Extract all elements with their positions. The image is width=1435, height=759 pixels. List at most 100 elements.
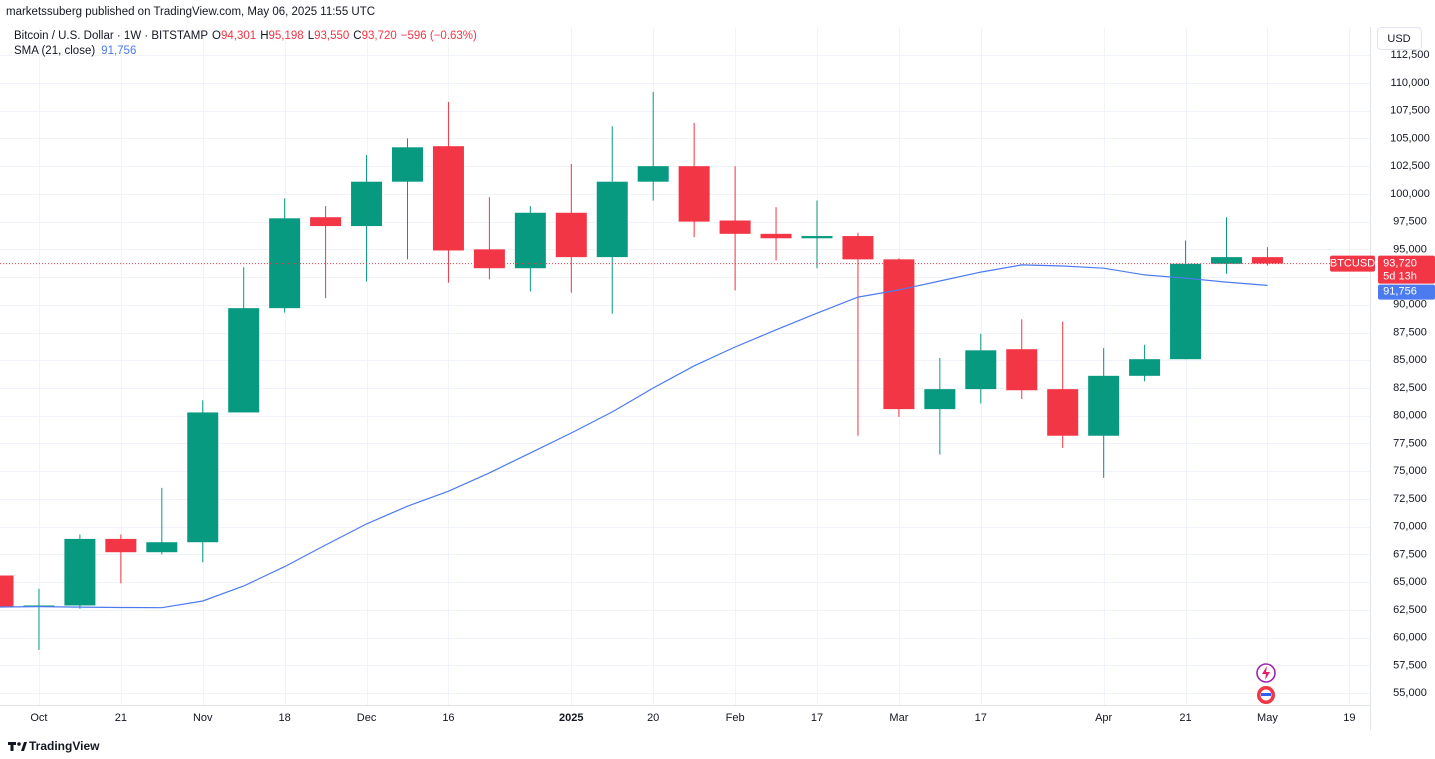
plot-area — [0, 91, 1370, 650]
y-tick-label: 60,000 — [1393, 632, 1427, 644]
candle-body — [965, 350, 997, 390]
currency-label[interactable]: USD — [1387, 33, 1410, 45]
candle-body — [883, 259, 915, 410]
candle-body — [351, 181, 383, 227]
logo-v — [21, 742, 27, 751]
candle-body — [596, 181, 628, 258]
y-tick-label: 102,500 — [1390, 160, 1430, 172]
candle-body — [760, 233, 792, 239]
x-axis: Oct 21 Nov 18 Dec 16 2025 20 Feb 17 Mar 17 Apr 21 May 1… — [30, 712, 1355, 724]
ohlc-value: 93,720 — [362, 30, 397, 42]
y-tick-label: 112,500 — [1391, 49, 1430, 61]
ohlc-value: 93,550 — [314, 30, 349, 42]
symbol-legend: Bitcoin / U.S. Dollar · 1W · BITSTAMP O94… — [14, 30, 477, 42]
chart-title: marketssuberg published on TradingView.c… — [6, 6, 375, 18]
event-icon-bolt — [1262, 666, 1270, 680]
sma-tag-bg — [1378, 284, 1435, 300]
x-tick-label: Feb — [726, 712, 745, 724]
change: −596 (−0.63%) — [401, 30, 477, 42]
candle-body — [842, 236, 874, 260]
candle-body — [187, 412, 219, 543]
candle-body — [473, 249, 505, 269]
x-tick-label: 2025 — [559, 712, 583, 724]
symbol-tag-bg — [1330, 255, 1375, 272]
candle-body — [432, 146, 464, 251]
y-tick-label: 110,000 — [1391, 77, 1430, 89]
candle-body — [392, 147, 423, 182]
last-price-tag: 93,720 — [1383, 257, 1417, 269]
candle-body — [678, 166, 710, 222]
y-tick-label: 85,000 — [1393, 354, 1427, 366]
y-tick-label: 97,500 — [1393, 216, 1427, 228]
ohlc-key: O — [212, 30, 221, 42]
x-tick-label: 17 — [975, 712, 987, 724]
symbol-tag: BTCUSD — [1330, 257, 1375, 269]
y-tick-label: 95,000 — [1393, 243, 1427, 255]
brand-name: TradingView — [29, 739, 100, 753]
candle-body — [228, 308, 260, 413]
countdown: 5d 13h — [1383, 270, 1417, 282]
y-tick-label: 67,500 — [1393, 548, 1427, 560]
candle-body — [0, 575, 14, 607]
x-tick-label: 17 — [811, 712, 823, 724]
ohlc-value: 94,301 — [221, 30, 256, 42]
x-tick-label: Oct — [30, 712, 47, 724]
brand-logo — [8, 742, 27, 751]
news-icon-band — [1261, 693, 1271, 696]
x-tick-label: Apr — [1095, 712, 1112, 724]
x-tick-label: 20 — [647, 712, 659, 724]
candle-body — [1211, 257, 1242, 264]
logo-dot — [17, 742, 21, 746]
x-tick-label: Dec — [357, 712, 377, 724]
y-tick-label: 57,500 — [1393, 659, 1427, 671]
y-tick-label: 65,000 — [1393, 576, 1427, 588]
sma-name: SMA (21, close) — [14, 45, 95, 57]
toolbar-icons — [1256, 663, 1276, 704]
y-tick-label: 87,500 — [1393, 326, 1427, 338]
candle-body — [637, 166, 669, 182]
x-tick-label: 19 — [1343, 712, 1355, 724]
candle-body — [1129, 359, 1161, 376]
candle-body — [555, 212, 587, 258]
y-tick-label: 90,000 — [1393, 299, 1427, 311]
candle-body — [719, 220, 751, 234]
candle-body — [924, 389, 956, 410]
x-tick-label: Mar — [889, 712, 908, 724]
y-axis: 55,000 57,500 60,000 62,500 65,000 67,500 70,0… — [1390, 49, 1430, 699]
candle-body — [146, 542, 178, 553]
candle-body — [1006, 349, 1038, 391]
x-tick-label: 21 — [115, 712, 127, 724]
sma-line — [0, 264, 1268, 609]
x-tick-label: 16 — [442, 712, 454, 724]
y-tick-label: 77,500 — [1393, 437, 1427, 449]
y-tick-label: 107,500 — [1390, 105, 1430, 117]
ohlc-key: H — [260, 30, 268, 42]
candle-body — [801, 236, 833, 239]
y-tick-label: 100,000 — [1390, 188, 1430, 200]
x-tick-label: 21 — [1179, 712, 1191, 724]
x-tick-label: 18 — [279, 712, 291, 724]
x-tick-label: Nov — [193, 712, 213, 724]
sma-legend: SMA (21, close) 91,756 — [14, 45, 136, 57]
candle-body — [64, 538, 96, 606]
y-tick-label: 62,500 — [1393, 604, 1427, 616]
candle-body — [1047, 389, 1079, 436]
ohlc-value: 95,198 — [269, 30, 304, 42]
x-tick-label: May — [1257, 712, 1278, 724]
y-tick-label: 75,000 — [1393, 465, 1427, 477]
logo-t — [8, 742, 16, 751]
candle-body — [1251, 257, 1283, 264]
symbol-name: Bitcoin / U.S. Dollar · 1W · BITSTAMP — [14, 30, 208, 42]
last-price-tag-bg — [1378, 255, 1435, 284]
y-tick-label: 105,000 — [1390, 132, 1430, 144]
ohlc-key: C — [353, 30, 361, 42]
y-tick-label: 72,500 — [1393, 493, 1427, 505]
sma-tag: 91,756 — [1383, 285, 1417, 297]
currency-button[interactable] — [1377, 27, 1422, 50]
y-tick-label: 80,000 — [1393, 410, 1427, 422]
candle-body — [310, 217, 342, 227]
sma-value: 91,756 — [101, 45, 136, 57]
candle-body — [105, 538, 137, 553]
